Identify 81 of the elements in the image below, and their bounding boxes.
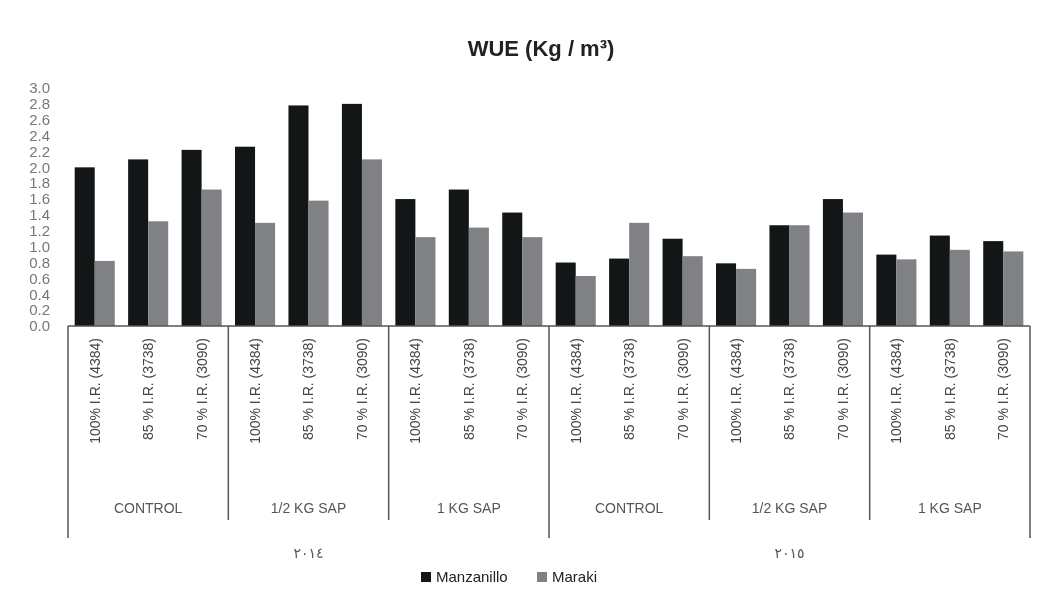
bar bbox=[822, 199, 843, 326]
bar bbox=[148, 221, 169, 326]
text: 1/2 KG SAP bbox=[751, 500, 828, 516]
y-tick-label: 2.6 bbox=[29, 110, 50, 128]
bar bbox=[502, 212, 523, 326]
text: ٢٠١٥ bbox=[774, 545, 805, 561]
bar bbox=[842, 212, 863, 326]
y-tick-label: 1.4 bbox=[29, 206, 50, 224]
x-tick-label: 85 % I.R. (3738) bbox=[300, 338, 317, 440]
bar bbox=[716, 263, 737, 326]
bar bbox=[682, 256, 703, 326]
text: CONTROL bbox=[594, 500, 664, 516]
y-tick-label: 1.6 bbox=[29, 190, 50, 208]
x-tick-label: 85 % I.R. (3738) bbox=[460, 338, 477, 440]
x-tick-label: 70 % I.R. (3090) bbox=[353, 338, 370, 440]
bar bbox=[662, 238, 683, 326]
x-tick-label: 100% I.R. (4384) bbox=[727, 338, 744, 444]
y-tick-label: 3.0 bbox=[29, 79, 50, 97]
x-tick-label: 85 % I.R. (3738) bbox=[140, 338, 157, 440]
bar bbox=[929, 235, 950, 326]
bar bbox=[128, 159, 149, 326]
y-tick-label: 2.2 bbox=[29, 142, 50, 160]
x-tick-label: 70 % I.R. (3090) bbox=[834, 338, 851, 440]
bar bbox=[789, 225, 810, 326]
bar bbox=[395, 199, 416, 326]
bar bbox=[341, 103, 362, 326]
bar bbox=[949, 249, 970, 326]
bar bbox=[94, 260, 115, 326]
legend-label: Maraki bbox=[552, 568, 598, 585]
y-tick-label: 0.0 bbox=[29, 317, 50, 335]
bar bbox=[609, 258, 630, 326]
bar bbox=[181, 149, 202, 326]
bar bbox=[235, 146, 256, 326]
bar bbox=[415, 237, 436, 326]
text: ٢٠١٤ bbox=[293, 545, 324, 561]
y-tick-label: 0.8 bbox=[29, 253, 50, 271]
bar bbox=[448, 189, 469, 326]
x-tick-label: 100% I.R. (4384) bbox=[567, 338, 584, 444]
x-tick-label: 70 % I.R. (3090) bbox=[193, 338, 210, 440]
x-tick-label: 70 % I.R. (3090) bbox=[674, 338, 691, 440]
x-tick-label: 85 % I.R. (3738) bbox=[941, 338, 958, 440]
y-tick-label: 1.0 bbox=[29, 237, 50, 255]
x-tick-label: 100% I.R. (4384) bbox=[888, 338, 905, 444]
bar bbox=[308, 200, 329, 326]
x-tick-label: 70 % I.R. (3090) bbox=[995, 338, 1012, 440]
y-tick-label: 2.8 bbox=[29, 95, 50, 113]
x-tick-label: 100% I.R. (4384) bbox=[407, 338, 424, 444]
y-tick-label: 0.4 bbox=[29, 285, 50, 303]
text: 1 KG SAP bbox=[917, 500, 982, 516]
x-tick-label: 85 % I.R. (3738) bbox=[781, 338, 798, 440]
x-tick-label: 100% I.R. (4384) bbox=[86, 338, 103, 444]
bar bbox=[201, 189, 222, 326]
y-tick-label: 0.6 bbox=[29, 269, 50, 287]
bar bbox=[468, 227, 489, 326]
bar bbox=[876, 254, 897, 326]
x-tick-label: 70 % I.R. (3090) bbox=[514, 338, 531, 440]
bar bbox=[288, 105, 309, 326]
bar bbox=[1003, 251, 1024, 326]
bar bbox=[896, 259, 917, 326]
legend-label: Manzanillo bbox=[436, 568, 508, 585]
bar bbox=[255, 222, 276, 326]
bar bbox=[522, 237, 543, 326]
chart-title: WUE (Kg / m³) bbox=[467, 36, 615, 61]
y-tick-label: 2.4 bbox=[29, 126, 50, 144]
text: CONTROL bbox=[113, 500, 183, 516]
bar bbox=[555, 262, 576, 326]
text: 1/2 KG SAP bbox=[270, 500, 347, 516]
bar bbox=[983, 241, 1004, 326]
bar bbox=[629, 222, 650, 326]
bar bbox=[575, 276, 596, 326]
y-tick-label: 1.2 bbox=[29, 222, 50, 240]
x-tick-label: 85 % I.R. (3738) bbox=[621, 338, 638, 440]
bar bbox=[769, 225, 790, 326]
y-tick-label: 2.0 bbox=[29, 158, 50, 176]
text: 1 KG SAP bbox=[436, 500, 501, 516]
x-tick-label: 100% I.R. (4384) bbox=[246, 338, 263, 444]
bar bbox=[74, 167, 95, 326]
y-tick-label: 1.8 bbox=[29, 174, 50, 192]
y-tick-label: 0.2 bbox=[29, 301, 50, 319]
bar bbox=[736, 268, 757, 326]
bar bbox=[361, 159, 382, 326]
